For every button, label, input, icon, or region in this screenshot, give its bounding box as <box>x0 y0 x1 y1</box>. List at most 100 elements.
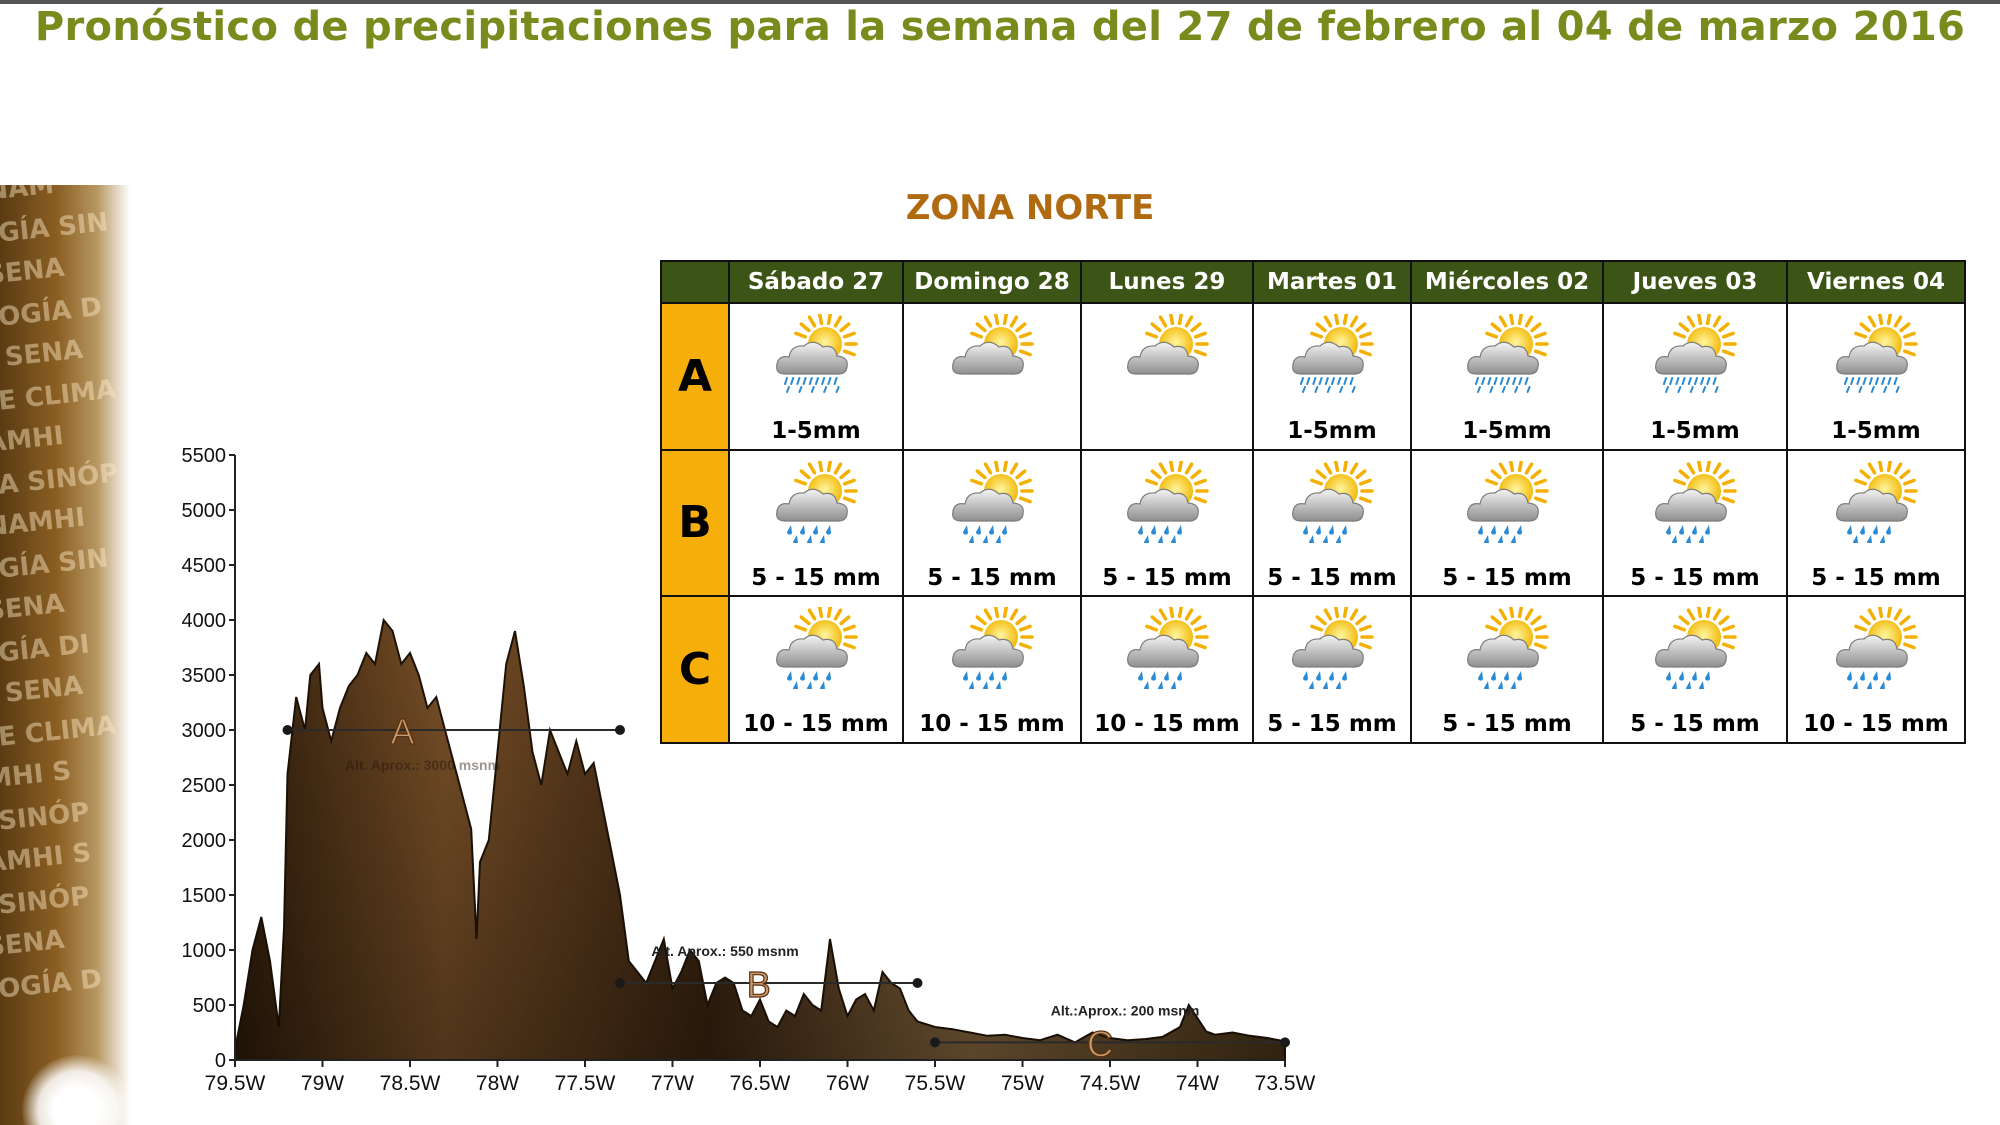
sun-cloud-rain-icon <box>1655 460 1737 543</box>
watermark-text: NAM <box>0 185 56 207</box>
sun-cloud-icon <box>1127 314 1209 375</box>
y-tick-label: 1000 <box>182 940 227 962</box>
precip-amount: 5 - 15 mm <box>1630 711 1760 738</box>
watermark-text: AMHI <box>0 420 65 459</box>
sun-cloud-icon <box>952 314 1034 375</box>
sun-cloud-rain-icon <box>1292 460 1374 543</box>
zone-marker-c: C <box>1087 1023 1113 1064</box>
altitude-note: Alt. Aprox.: 3000 msnm <box>345 757 500 773</box>
forecast-cell: 5 - 15 mm <box>1602 595 1788 744</box>
precip-amount: 5 - 15 mm <box>1102 564 1232 591</box>
forecast-cell <box>1080 302 1254 451</box>
watermark-text: GÍA DI <box>0 629 91 669</box>
zone-label: C <box>660 595 730 744</box>
precip-amount: 10 - 15 mm <box>1094 711 1240 738</box>
watermark-text: I SENA <box>0 334 85 375</box>
x-tick-label: 76W <box>826 1072 869 1095</box>
forecast-cell: 1-5mm <box>1786 302 1966 451</box>
altitude-marker <box>282 725 293 735</box>
sun-cloud-drizzle-icon <box>1292 314 1374 393</box>
x-tick-label: 78.5W <box>380 1072 441 1095</box>
forecast-cell: 5 - 15 mm <box>1252 595 1412 744</box>
x-tick-label: 76.5W <box>730 1072 791 1095</box>
forecast-cell: 1-5mm <box>1252 302 1412 451</box>
forecast-cell: 5 - 15 mm <box>728 448 904 598</box>
watermark-text: SINÓP <box>0 881 91 921</box>
watermark-text: SINÓP <box>0 797 91 837</box>
watermark-text: SENA <box>0 252 66 291</box>
x-tick-label: 77.5W <box>555 1072 616 1095</box>
forecast-cell <box>902 302 1082 451</box>
forecast-table: Sábado 27 Domingo 28 Lunes 29 Martes 01 … <box>660 260 1966 744</box>
y-tick-label: 4000 <box>182 610 227 632</box>
zone-marker-b: B <box>747 964 771 1005</box>
x-tick-label: 75W <box>1001 1072 1044 1095</box>
watermark-text: MHI S <box>0 756 73 795</box>
zone-title: ZONA NORTE <box>905 188 1155 228</box>
watermark-text: E CLIMA <box>0 710 118 753</box>
forecast-cell: 10 - 15 mm <box>1080 595 1254 744</box>
altitude-note: Alt. Aprox.: 550 msnm <box>651 943 798 959</box>
precip-amount: 1-5mm <box>771 418 861 444</box>
sun-cloud-drizzle-icon <box>1655 314 1737 393</box>
x-tick-label: 79.5W <box>205 1072 266 1095</box>
sun-cloud-rain-icon <box>1655 607 1737 690</box>
elevation-profile-chart: 0 500 1000 1500 2000 2500 3000 3500 4000 4500 5000… <box>182 445 1316 1095</box>
sun-cloud-rain-icon <box>776 607 858 690</box>
zone-label: A <box>660 302 730 451</box>
x-tick-label: 74.5W <box>1080 1072 1141 1095</box>
y-tick-label: 2500 <box>182 775 227 797</box>
forecast-cell: 10 - 15 mm <box>1786 595 1966 744</box>
forecast-cell: 1-5mm <box>728 302 904 451</box>
forecast-cell: 5 - 15 mm <box>1252 448 1412 598</box>
precip-amount: 1-5mm <box>1287 418 1377 444</box>
forecast-cell: 1-5mm <box>1602 302 1788 451</box>
altitude-marker <box>1280 1037 1290 1048</box>
altitude-marker <box>615 978 625 988</box>
y-tick-label: 3000 <box>182 720 227 742</box>
forecast-cell: 5 - 15 mm <box>1410 448 1604 598</box>
precip-amount: 5 - 15 mm <box>1442 711 1572 738</box>
y-tick-label: 2000 <box>182 830 227 852</box>
watermark-text: GÍA SIN <box>0 543 110 585</box>
sun-cloud-rain-icon <box>1836 607 1918 690</box>
y-tick-label: 4500 <box>182 555 227 577</box>
day-header: Sábado 27 <box>728 260 904 304</box>
logo-sun-icon <box>22 1055 130 1125</box>
y-tick-label: 3500 <box>182 665 227 687</box>
page-title: Pronóstico de precipitaciones para la se… <box>34 4 1966 50</box>
sun-cloud-rain-icon <box>1127 460 1209 543</box>
forecast-cell: 5 - 15 mm <box>1786 448 1966 598</box>
precip-amount: 5 - 15 mm <box>1267 711 1397 738</box>
x-tick-label: 77W <box>651 1072 694 1095</box>
precip-amount: 5 - 15 mm <box>1811 564 1941 591</box>
watermark-text: GÍA SIN <box>0 207 110 249</box>
watermark-text: SENA <box>0 588 66 627</box>
forecast-cell: 5 - 15 mm <box>1080 448 1254 598</box>
x-tick-label: 75.5W <box>905 1072 966 1095</box>
y-tick-label: 500 <box>193 995 226 1017</box>
day-header: Jueves 03 <box>1602 260 1788 304</box>
day-header: Martes 01 <box>1252 260 1412 304</box>
altitude-marker <box>615 725 625 735</box>
precip-amount: 1-5mm <box>1650 418 1740 444</box>
forecast-cell: 5 - 15 mm <box>902 448 1082 598</box>
terrain-shade <box>235 620 1285 1060</box>
precip-amount: 1-5mm <box>1462 418 1552 444</box>
day-header: Domingo 28 <box>902 260 1082 304</box>
altitude-note: Alt.:Aprox.: 200 msnm <box>1051 1002 1200 1018</box>
precip-amount: 10 - 15 mm <box>919 711 1065 738</box>
zone-row-b: B 5 - 15 mm 5 - 15 mm 5 - 15 mm 5 - 15 mm 5 -… <box>660 448 1966 598</box>
precip-amount: 5 - 15 mm <box>1630 564 1760 591</box>
x-tick-label: 78W <box>476 1072 519 1095</box>
precip-amount: 1-5mm <box>1831 418 1921 444</box>
watermark-text: A SINÓP <box>0 458 120 501</box>
y-tick-label: 5500 <box>182 445 227 467</box>
day-header: Viernes 04 <box>1786 260 1966 304</box>
forecast-cell: 5 - 15 mm <box>1410 595 1604 744</box>
forecast-cell: 10 - 15 mm <box>902 595 1082 744</box>
sun-cloud-rain-icon <box>1836 460 1918 543</box>
header-corner <box>660 260 730 304</box>
zone-marker-a: A <box>390 711 414 752</box>
